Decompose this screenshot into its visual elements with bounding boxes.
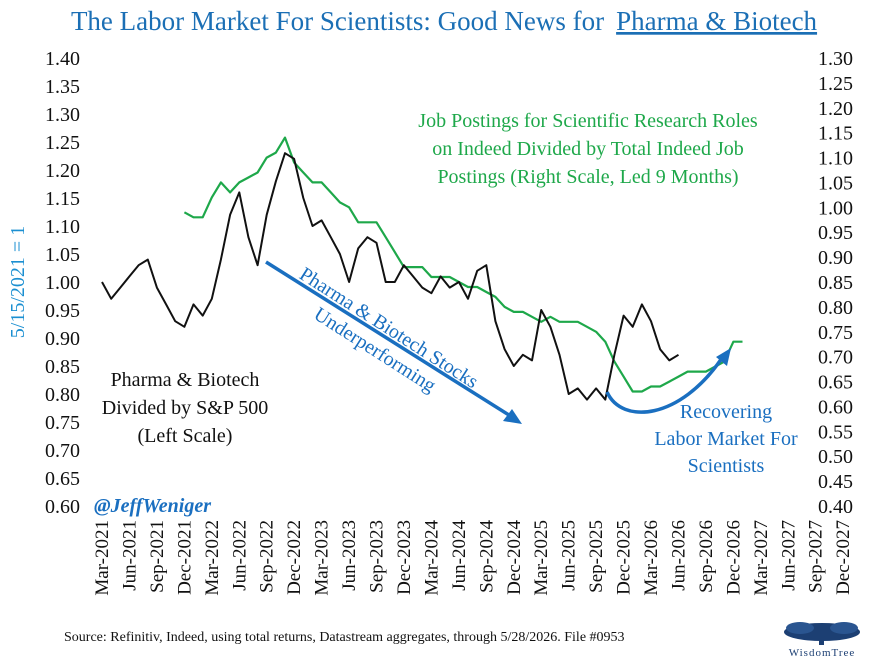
left-tick-label: 1.25 <box>45 132 80 154</box>
x-tick-label: Jun-2023 <box>339 520 360 591</box>
title-text: The Labor Market For Scientists: Good Ne… <box>71 6 604 36</box>
underperforming-arrow-head <box>503 409 522 424</box>
jobs-annotation-line-2: on Indeed Divided by Total Indeed Job <box>432 138 744 160</box>
right-tick-label: 0.65 <box>818 372 853 394</box>
logo-wordmark: WisdomTree <box>789 647 856 659</box>
x-tick-label: Dec-2022 <box>284 520 305 595</box>
right-axis-ticks: 1.30 1.25 1.20 1.15 1.101.05 1.00 0.95 0.90 0.85… <box>818 48 853 518</box>
left-tick-label: 0.70 <box>45 440 80 462</box>
pharma-series-annotation: Pharma & Biotech Divided by S&P 500 (Lef… <box>102 369 269 447</box>
left-tick-label: 1.00 <box>45 272 80 294</box>
x-tick-label: Jun-2027 <box>778 520 799 591</box>
left-tick-label: 0.60 <box>45 496 80 518</box>
x-tick-label: Sep-2023 <box>367 520 388 593</box>
right-tick-label: 0.95 <box>818 222 853 244</box>
right-tick-label: 0.45 <box>818 471 853 493</box>
pharma-series-line <box>101 152 680 401</box>
x-tick-label: Dec-2021 <box>174 520 195 595</box>
x-tick-label: Sep-2027 <box>806 520 827 593</box>
x-tick-label: Sep-2026 <box>696 520 717 593</box>
left-axis-ticks: 1.40 1.35 1.30 1.25 1.20 1.15 1.10 1.05 1.00 0.95… <box>45 48 80 518</box>
x-axis-ticks: Mar-2021 Jun-2021 Sep-2021 Dec-2021 Mar-2022… <box>92 520 854 596</box>
x-tick-label: Mar-2024 <box>421 520 442 596</box>
left-axis-label: 5/15/2021 = 1 <box>7 226 29 338</box>
right-tick-label: 1.10 <box>818 148 853 170</box>
x-tick-label: Dec-2026 <box>723 520 744 595</box>
right-tick-label: 0.80 <box>818 297 853 319</box>
x-tick-label: Dec-2023 <box>394 520 415 595</box>
wisdomtree-logo: WisdomTree <box>784 622 860 659</box>
x-tick-label: Sep-2021 <box>147 520 168 593</box>
recovering-arrow <box>605 348 731 414</box>
right-tick-label: 1.05 <box>818 172 853 194</box>
left-tick-label: 0.65 <box>45 468 80 490</box>
x-tick-label: Jun-2021 <box>119 520 140 591</box>
recovering-label-line-2: Labor Market For <box>654 428 798 450</box>
x-tick-label: Dec-2024 <box>504 520 525 595</box>
left-tick-label: 0.80 <box>45 384 80 406</box>
x-tick-label: Sep-2025 <box>586 520 607 593</box>
right-tick-label: 1.25 <box>818 73 853 95</box>
right-tick-label: 1.30 <box>818 48 853 70</box>
recovering-label: Recovering Labor Market For Scientists <box>654 401 798 477</box>
left-tick-label: 1.40 <box>45 48 80 70</box>
pharma-annotation-line-2: Divided by S&P 500 <box>102 397 269 419</box>
recovering-label-line-1: Recovering <box>680 401 772 423</box>
x-tick-label: Dec-2027 <box>833 520 854 595</box>
left-tick-label: 1.30 <box>45 104 80 126</box>
x-tick-label: Mar-2023 <box>312 520 333 596</box>
jobs-series-line <box>183 136 743 393</box>
right-tick-label: 0.55 <box>818 421 853 443</box>
x-tick-label: Dec-2025 <box>614 520 635 595</box>
jobs-annotation-line-3: Postings (Right Scale, Led 9 Months) <box>437 166 738 188</box>
x-tick-label: Mar-2025 <box>531 520 552 596</box>
right-tick-label: 1.15 <box>818 123 853 145</box>
recovering-label-line-3: Scientists <box>688 455 765 477</box>
left-tick-label: 0.95 <box>45 300 80 322</box>
author-handle[interactable]: @JeffWeniger <box>94 495 211 517</box>
right-tick-label: 0.70 <box>818 347 853 369</box>
recovering-arrow-head <box>716 348 731 366</box>
right-tick-label: 0.90 <box>818 247 853 269</box>
right-tick-label: 0.85 <box>818 272 853 294</box>
left-tick-label: 1.35 <box>45 76 80 98</box>
left-tick-label: 1.05 <box>45 244 80 266</box>
x-tick-label: Jun-2025 <box>559 520 580 591</box>
left-tick-label: 0.75 <box>45 412 80 434</box>
right-tick-label: 1.00 <box>818 197 853 219</box>
x-tick-label: Mar-2021 <box>92 520 113 596</box>
chart-title: The Labor Market For Scientists: Good Ne… <box>71 6 818 36</box>
jobs-series-annotation: Job Postings for Scientific Research Rol… <box>418 110 758 188</box>
right-tick-label: 0.75 <box>818 322 853 344</box>
left-tick-label: 0.85 <box>45 356 80 378</box>
left-tick-label: 1.10 <box>45 216 80 238</box>
x-tick-label: Mar-2027 <box>751 520 772 596</box>
tree-icon <box>784 622 860 645</box>
source-note: Source: Refinitiv, Indeed, using total r… <box>64 630 625 645</box>
title-link[interactable]: Pharma & Biotech <box>616 6 817 36</box>
pharma-annotation-line-1: Pharma & Biotech <box>111 369 260 391</box>
left-tick-label: 1.20 <box>45 160 80 182</box>
right-tick-label: 1.20 <box>818 98 853 120</box>
recovering-arrow-shaft <box>605 357 724 414</box>
underperforming-arrow-shaft <box>265 260 513 419</box>
pharma-annotation-line-3: (Left Scale) <box>138 425 233 447</box>
left-tick-label: 0.90 <box>45 328 80 350</box>
jobs-annotation-line-1: Job Postings for Scientific Research Rol… <box>418 110 758 132</box>
left-tick-label: 1.15 <box>45 188 80 210</box>
x-tick-label: Sep-2024 <box>476 520 497 593</box>
right-tick-label: 0.50 <box>818 446 853 468</box>
x-tick-label: Jun-2026 <box>668 520 689 591</box>
right-tick-label: 0.60 <box>818 396 853 418</box>
x-tick-label: Jun-2024 <box>449 520 470 591</box>
x-tick-label: Sep-2022 <box>257 520 278 593</box>
x-tick-label: Mar-2022 <box>202 520 223 596</box>
x-tick-label: Jun-2022 <box>229 520 250 591</box>
underperforming-arrow <box>265 260 522 424</box>
right-tick-label: 0.40 <box>818 496 853 518</box>
x-tick-label: Mar-2026 <box>641 520 662 596</box>
